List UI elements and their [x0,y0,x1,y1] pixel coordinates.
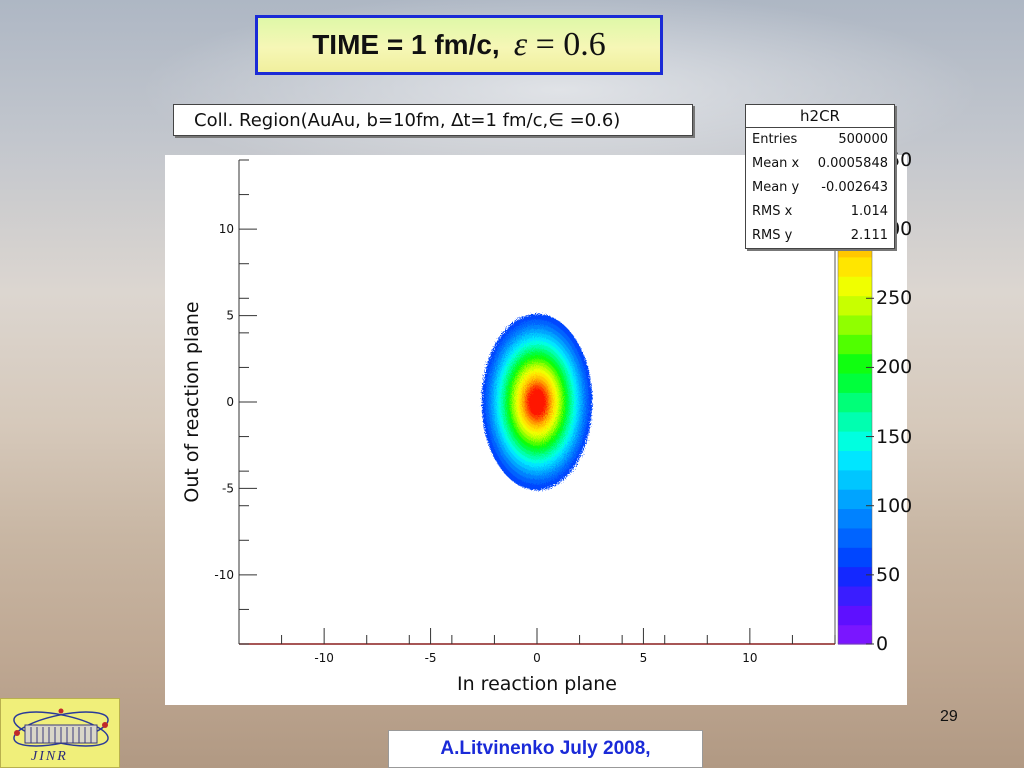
y-tick-label: 0 [226,395,234,409]
palette-segment [838,450,872,471]
x-ticks: -10 -5 0 5 10 [238,628,836,665]
palette-segment [838,411,872,432]
stats-row: RMS x 1.014 [746,200,894,224]
x-tick-label: -10 [314,651,334,665]
page-number: 29 [940,708,958,725]
palette-segment [838,547,872,568]
y-tick-label: -5 [222,481,234,495]
palette-label: 0 [876,633,889,655]
stats-label: RMS x [752,204,793,219]
stats-label: RMS y [752,228,793,243]
epsilon-value: = 0.6 [527,26,606,63]
x-tick-label: 10 [742,651,757,665]
palette-segment [838,566,872,587]
x-tick-label: -5 [425,651,437,665]
palette-segment [838,508,872,529]
y-tick-label: -10 [214,568,234,582]
logo-graphic [13,708,109,747]
palette-segment [838,624,872,645]
palette-segment [838,372,872,393]
palette-segment [838,334,872,355]
palette-segment [838,295,872,316]
x-tick-label: 0 [533,651,541,665]
stats-value: 1.014 [850,204,888,219]
y-tick-label: 5 [226,309,234,323]
stats-box-name: h2CR [746,105,894,128]
palette-segment [838,256,872,277]
epsilon-symbol: ε [513,26,528,63]
palette-label: 50 [876,563,901,586]
stats-label: Mean x [752,156,800,171]
y-ticks: 10 5 0 -5 -10 [214,159,257,645]
palette-label: 200 [876,356,913,379]
palette-segment [838,585,872,606]
logo-text: JINR [31,749,68,764]
y-axis-label: Out of reaction plane [181,301,203,502]
stats-rows: Entries 500000 Mean x 0.0005848 Mean y -0.002… [746,128,894,248]
palette-segment [838,392,872,413]
palette-segment [838,276,872,297]
jinr-logo: JINR [0,698,120,768]
slide-title-text: TIME = 1 fm/c, [312,29,500,60]
stats-label: Entries [752,132,798,147]
stats-value: 2.111 [850,228,888,243]
density-level [528,388,546,416]
palette-label: 150 [876,425,913,448]
y-tick-label: 10 [219,222,234,236]
stats-value: -0.002643 [821,180,888,195]
palette-label: 100 [876,494,913,517]
stats-row: Mean y -0.002643 [746,176,894,200]
slide-title: TIME = 1 fm/c, ε = 0.6 [255,15,663,75]
density-blob [481,313,593,491]
stats-value: 500000 [838,132,888,147]
palette-segment [838,605,872,626]
palette-segment [838,314,872,335]
palette-segment [838,353,872,374]
x-tick-label: 5 [640,651,648,665]
slide-title-equation: ε = 0.6 [514,26,606,64]
x-axis-label: In reaction plane [457,673,617,695]
palette-segment [838,489,872,510]
palette-segment [838,431,872,451]
stats-row: RMS y 2.111 [746,224,894,248]
chart-title: Coll. Region(AuAu, b=10fm, ∆t=1 fm/c,∈ =… [173,104,693,136]
palette-segment [838,469,872,490]
stats-box[interactable]: h2CR Entries 500000 Mean x 0.0005848 Mean y -… [745,104,895,249]
author-footer: A.Litvinenko July 2008, [388,730,703,768]
stats-row: Mean x 0.0005848 [746,152,894,176]
palette-label: 250 [876,287,913,310]
stats-value: 0.0005848 [817,156,888,171]
palette-segment [838,527,872,548]
stats-label: Mean y [752,180,800,195]
stats-row: Entries 500000 [746,128,894,152]
